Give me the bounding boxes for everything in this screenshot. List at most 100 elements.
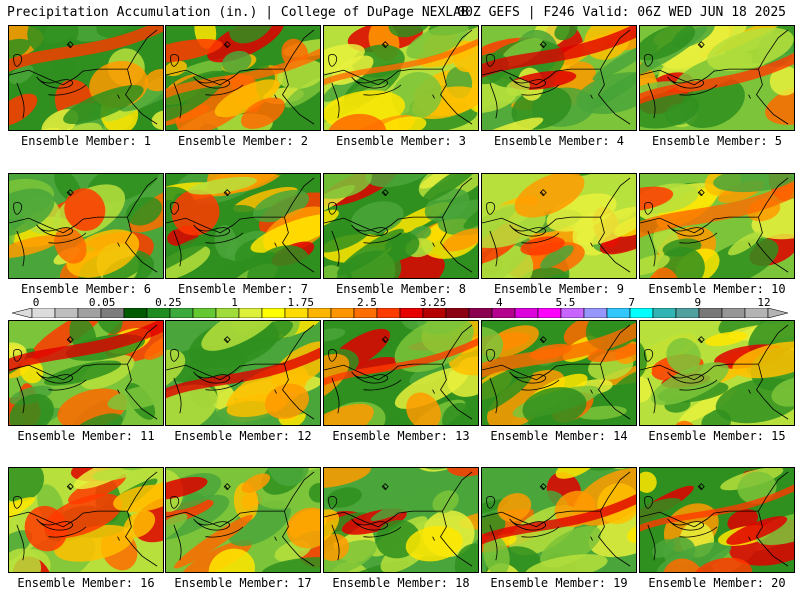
- colorbar-swatch: [629, 308, 654, 318]
- colorbar-tick-label: 1: [231, 296, 238, 309]
- colorbar-tick-label: 4: [495, 296, 503, 309]
- precip-field: [324, 468, 478, 572]
- precip-field: [324, 26, 478, 130]
- ensemble-member-map: [8, 25, 164, 131]
- precip-field: [166, 468, 320, 572]
- colorbar-swatch: [376, 308, 401, 318]
- ensemble-member-label: Ensemble Member: 10: [648, 282, 786, 296]
- ensemble-member-label: Ensemble Member: 20: [648, 576, 786, 590]
- precip-field: [482, 26, 636, 130]
- ensemble-member-map: [323, 173, 479, 279]
- ensemble-member-label: Ensemble Member: 13: [332, 429, 470, 443]
- colorbar-swatch: [721, 308, 746, 318]
- ensemble-member-map: [165, 467, 321, 573]
- colorbar-tick-label: 5.5: [555, 296, 576, 309]
- ensemble-member-label: Ensemble Member: 5: [651, 134, 783, 148]
- colorbar-swatch: [307, 308, 332, 318]
- ensemble-member-map: [8, 320, 164, 426]
- ensemble-member-map: [481, 25, 637, 131]
- colorbar-swatch: [284, 308, 309, 318]
- colorbar-swatch: [54, 308, 79, 318]
- ensemble-member-label: Ensemble Member: 8: [335, 282, 467, 296]
- ensemble-member-label: Ensemble Member: 7: [177, 282, 309, 296]
- ensemble-member-label: Ensemble Member: 11: [17, 429, 155, 443]
- precip-field: [166, 174, 320, 278]
- colorbar-swatch: [100, 308, 125, 318]
- colorbar-swatch: [468, 308, 493, 318]
- ensemble-member-map: [323, 467, 479, 573]
- ensemble-member-label: Ensemble Member: 12: [174, 429, 312, 443]
- ensemble-member-map: [8, 173, 164, 279]
- colorbar-swatch: [330, 308, 355, 318]
- colorbar-swatch: [215, 308, 240, 318]
- colorbar-tick-label: 3.25: [419, 296, 447, 309]
- colorbar-swatch: [675, 308, 700, 318]
- colorbar-swatch: [399, 308, 424, 318]
- precip-field: [482, 321, 636, 425]
- colorbar-swatch: [238, 308, 263, 318]
- ensemble-member-label: Ensemble Member: 9: [493, 282, 625, 296]
- ensemble-member-map: [323, 320, 479, 426]
- colorbar-swatch: [146, 308, 171, 318]
- ensemble-member-label: Ensemble Member: 6: [20, 282, 152, 296]
- colorbar-tick-label: 0.05: [88, 296, 116, 309]
- ensemble-member-label: Ensemble Member: 14: [490, 429, 628, 443]
- precip-field: [9, 174, 163, 278]
- ensemble-member-label: Ensemble Member: 16: [17, 576, 155, 590]
- ensemble-member-label: Ensemble Member: 3: [335, 134, 467, 148]
- ensemble-member-map: [165, 320, 321, 426]
- ensemble-member-label: Ensemble Member: 18: [332, 576, 470, 590]
- precip-field: [640, 321, 794, 425]
- precip-field: [324, 321, 478, 425]
- ensemble-member-map: [481, 173, 637, 279]
- colorbar-swatch: [537, 308, 562, 318]
- colorbar-swatch: [261, 308, 286, 318]
- precip-field: [640, 174, 794, 278]
- precip-field: [640, 26, 794, 130]
- colorbar-tick-label: 12: [757, 296, 771, 309]
- precip-field: [324, 174, 478, 278]
- ensemble-member-map: [639, 173, 795, 279]
- colorbar-swatch: [445, 308, 470, 318]
- colorbar-swatch: [767, 308, 788, 318]
- ensemble-member-label: Ensemble Member: 1: [20, 134, 152, 148]
- colorbar-swatch: [652, 308, 677, 318]
- ensemble-member-map: [165, 173, 321, 279]
- model-run-info: 00Z GEFS | F246 Valid: 06Z WED JUN 18 20…: [457, 5, 786, 20]
- colorbar-swatch: [422, 308, 447, 318]
- ensemble-member-label: Ensemble Member: 19: [490, 576, 628, 590]
- colorbar-swatch: [491, 308, 516, 318]
- colorbar-swatch: [192, 308, 217, 318]
- ensemble-member-label: Ensemble Member: 4: [493, 134, 625, 148]
- colorbar-swatch: [353, 308, 378, 318]
- precip-field: [482, 468, 636, 572]
- ensemble-member-map: [639, 25, 795, 131]
- precip-colorbar: [12, 308, 788, 318]
- colorbar-swatch: [169, 308, 194, 318]
- ensemble-member-map: [481, 467, 637, 573]
- colorbar-tick-label: 0: [32, 296, 40, 309]
- ensemble-member-map: [481, 320, 637, 426]
- ensemble-member-map: [8, 467, 164, 573]
- ensemble-member-label: Ensemble Member: 2: [177, 134, 309, 148]
- colorbar-swatch: [514, 308, 539, 318]
- colorbar-tick-label: 9: [694, 296, 702, 309]
- precip-field: [166, 321, 320, 425]
- colorbar-swatch: [12, 308, 33, 318]
- ensemble-member-label: Ensemble Member: 17: [174, 576, 312, 590]
- precip-field: [9, 321, 163, 425]
- colorbar-tick-label: 0.25: [155, 296, 182, 309]
- precip-field: [9, 468, 163, 572]
- colorbar-swatch: [583, 308, 608, 318]
- colorbar-swatch: [744, 308, 769, 318]
- colorbar-swatch: [123, 308, 148, 318]
- colorbar-swatch: [698, 308, 723, 318]
- precip-field: [9, 26, 163, 130]
- colorbar-swatch: [77, 308, 102, 318]
- precip-field: [640, 468, 794, 572]
- colorbar-tick-label: 7: [628, 296, 635, 309]
- ensemble-member-map: [639, 320, 795, 426]
- ensemble-member-map: [323, 25, 479, 131]
- colorbar-swatch: [606, 308, 631, 318]
- colorbar-swatch: [560, 308, 585, 318]
